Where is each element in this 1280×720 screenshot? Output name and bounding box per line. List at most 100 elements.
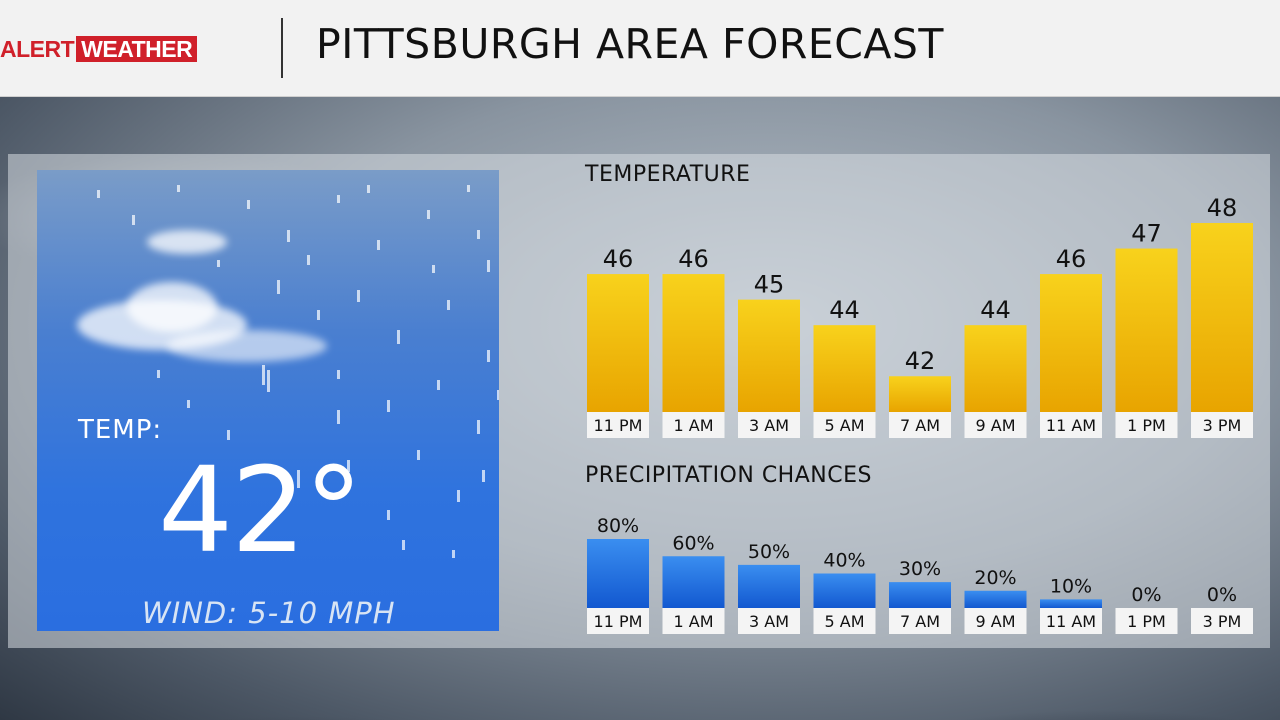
temp-category-box <box>889 412 951 438</box>
raindrop <box>337 195 340 203</box>
precip-bar <box>964 590 1027 608</box>
precip-category-box <box>813 608 876 634</box>
raindrop <box>402 540 405 550</box>
raindrop <box>497 390 499 400</box>
raindrop <box>177 185 180 192</box>
temp-value-label: 45 <box>754 271 785 299</box>
temp-category-label: 9 AM <box>975 416 1015 435</box>
temp-value-label: 42 <box>905 347 936 375</box>
raindrop <box>417 450 420 460</box>
raindrop <box>132 215 135 225</box>
raindrop <box>337 410 340 424</box>
current-temp-value: 42° <box>158 441 363 579</box>
temp-value-label: 44 <box>980 296 1011 324</box>
temp-category-box <box>1115 412 1178 438</box>
precip-value-label: 40% <box>823 550 865 572</box>
temperature-chart-title: TEMPERATURE <box>585 162 751 187</box>
raindrop <box>277 280 280 294</box>
raindrop <box>187 400 190 408</box>
raindrop <box>432 265 435 273</box>
temp-bar <box>587 274 649 412</box>
temp-value-label: 44 <box>829 296 860 324</box>
temp-category-box <box>587 412 649 438</box>
precip-bar <box>1040 599 1102 608</box>
temp-value-label: 46 <box>678 245 709 273</box>
precip-category-box <box>1115 608 1178 634</box>
temp-category-box <box>662 412 725 438</box>
temperature-bar-chart: 46 11 PM 46 1 AM 45 3 AM 44 5 AM 42 7 AM 44 9 AM 46 1… <box>587 194 1253 438</box>
cloud-graphic <box>167 330 327 362</box>
precip-category-label: 5 AM <box>824 612 864 631</box>
temp-category-label: 1 PM <box>1127 416 1166 435</box>
precip-category-box <box>889 608 951 634</box>
precip-category-label: 3 AM <box>749 612 789 631</box>
temp-category-label: 7 AM <box>900 416 940 435</box>
precip-category-label: 1 PM <box>1127 612 1166 631</box>
temp-category-box <box>738 412 800 438</box>
precip-chart-title: PRECIPITATION CHANCES <box>585 463 872 488</box>
precip-category-box <box>738 608 800 634</box>
precip-category-label: 9 AM <box>975 612 1015 631</box>
temp-bar <box>813 325 876 412</box>
precip-category-box <box>587 608 649 634</box>
precip-bar <box>813 573 876 608</box>
temp-category-label: 3 AM <box>749 416 789 435</box>
temp-bar <box>662 274 725 412</box>
alert-weather-logo: ALERT WEATHER <box>0 35 198 62</box>
temp-value-label: 46 <box>603 245 634 273</box>
raindrop <box>367 185 370 193</box>
temp-value-label: 48 <box>1207 194 1238 222</box>
precipitation-bar-chart: 80% 11 PM 60% 1 AM 50% 3 AM 40% 5 AM 30% 7 AM 20% 9… <box>587 515 1253 634</box>
raindrop <box>477 230 480 239</box>
temp-bar <box>889 376 951 412</box>
precip-category-label: 11 AM <box>1046 612 1096 631</box>
precip-category-label: 7 AM <box>900 612 940 631</box>
precip-category-box <box>662 608 725 634</box>
raindrop <box>157 370 160 378</box>
temp-category-label: 3 PM <box>1203 416 1242 435</box>
raindrop <box>487 260 490 272</box>
page-title: PITTSBURGH AREA FORECAST <box>316 20 944 68</box>
raindrop <box>337 370 340 379</box>
temp-category-label: 5 AM <box>824 416 864 435</box>
raindrop <box>437 380 440 390</box>
precip-value-label: 50% <box>748 541 790 563</box>
precip-bar <box>889 582 951 608</box>
current-temp-label: TEMP: <box>78 415 163 445</box>
cloud-graphic <box>147 230 227 254</box>
raindrop <box>297 470 300 488</box>
precip-bar <box>738 564 800 608</box>
precip-value-label: 20% <box>974 567 1016 589</box>
raindrop <box>452 550 455 558</box>
raindrop <box>397 330 400 344</box>
precip-value-label: 80% <box>597 515 639 537</box>
raindrop <box>227 430 230 440</box>
temp-bar <box>738 299 800 412</box>
raindrop <box>347 460 350 472</box>
temp-value-label: 47 <box>1131 220 1162 248</box>
raindrop <box>262 365 265 385</box>
raindrop <box>247 200 250 209</box>
header-bar: ALERT WEATHER PITTSBURGH AREA FORECAST <box>0 0 1280 97</box>
temp-bar <box>1040 274 1102 412</box>
precip-category-label: 1 AM <box>673 612 713 631</box>
raindrop <box>267 370 270 392</box>
precip-category-box <box>964 608 1027 634</box>
logo-alert-text: ALERT <box>0 35 75 62</box>
precip-value-label: 60% <box>672 532 714 554</box>
precip-category-label: 11 PM <box>594 612 643 631</box>
precip-value-label: 10% <box>1050 575 1092 597</box>
raindrop <box>467 185 470 192</box>
temp-category-label: 11 AM <box>1046 416 1096 435</box>
raindrop <box>357 290 360 302</box>
cloud-graphic <box>127 282 217 332</box>
precip-category-label: 3 PM <box>1203 612 1242 631</box>
temp-value-label: 46 <box>1056 245 1087 273</box>
precip-value-label: 30% <box>899 558 941 580</box>
raindrop <box>427 210 430 219</box>
temp-category-label: 1 AM <box>673 416 713 435</box>
temp-category-box <box>813 412 876 438</box>
precip-value-label: 0% <box>1131 584 1161 606</box>
raindrop <box>487 350 490 362</box>
raindrop <box>217 260 220 267</box>
